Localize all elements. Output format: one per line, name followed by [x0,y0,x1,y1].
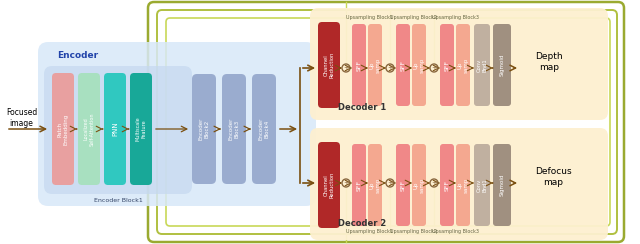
Text: Up
samp: Up samp [413,57,424,73]
Text: Depth
map: Depth map [535,52,563,72]
Text: Up
samp: Up samp [370,57,380,73]
Text: PNN: PNN [112,122,118,136]
FancyBboxPatch shape [104,73,126,185]
Text: SFF: SFF [445,179,449,191]
FancyBboxPatch shape [368,24,382,106]
Text: Up
samp: Up samp [370,177,380,193]
Text: Multiscale
Feature: Multiscale Feature [136,117,147,141]
Text: Decoder 1: Decoder 1 [338,103,387,112]
Text: SFF: SFF [356,179,362,191]
Text: Focused
image: Focused image [6,108,37,128]
Text: Patch
Embedding: Patch Embedding [58,113,68,145]
Text: Encoder Block1: Encoder Block1 [93,197,142,203]
FancyBboxPatch shape [396,24,410,106]
FancyBboxPatch shape [396,144,410,226]
Text: Encoder: Encoder [58,51,99,61]
FancyBboxPatch shape [440,144,454,226]
Text: SFF: SFF [401,60,406,71]
Text: Defocus
map: Defocus map [535,167,572,187]
Text: Sigmoid: Sigmoid [499,54,504,76]
Text: Encoder
Block2: Encoder Block2 [198,118,209,140]
FancyBboxPatch shape [318,22,340,108]
Text: Up
samp: Up samp [458,57,468,73]
Text: Upsampling Block1: Upsampling Block1 [346,230,394,234]
Text: +: + [387,180,393,186]
FancyBboxPatch shape [474,144,490,226]
Text: Encoder
Block4: Encoder Block4 [259,118,269,140]
FancyBboxPatch shape [222,74,246,184]
Text: SFF: SFF [445,60,449,71]
Text: Localized
Self-Attention: Localized Self-Attention [84,112,95,146]
FancyBboxPatch shape [368,144,382,226]
FancyBboxPatch shape [352,24,366,106]
FancyBboxPatch shape [456,24,470,106]
FancyBboxPatch shape [352,144,366,226]
Text: Conv
Bnd1: Conv Bnd1 [477,58,488,72]
Text: SFF: SFF [401,179,406,191]
Text: +: + [343,180,349,186]
FancyBboxPatch shape [412,24,426,106]
FancyBboxPatch shape [130,73,152,185]
FancyBboxPatch shape [192,74,216,184]
FancyBboxPatch shape [252,74,276,184]
Text: Upsampling Block3: Upsampling Block3 [433,230,479,234]
Text: Upsampling Block3: Upsampling Block3 [433,14,479,20]
Text: Upsampling Block2: Upsampling Block2 [390,230,436,234]
FancyBboxPatch shape [493,24,511,106]
Text: +: + [343,65,349,71]
Text: Upsampling Block1: Upsampling Block1 [346,14,394,20]
Text: Decoder 2: Decoder 2 [338,220,387,228]
FancyBboxPatch shape [318,142,340,228]
FancyBboxPatch shape [474,24,490,106]
Text: Channel
Reduction: Channel Reduction [324,172,334,198]
Text: +: + [431,65,437,71]
Text: +: + [387,65,393,71]
Text: Conv
Bnd1: Conv Bnd1 [477,178,488,192]
FancyBboxPatch shape [456,144,470,226]
FancyBboxPatch shape [52,73,74,185]
Text: Upsampling Block2: Upsampling Block2 [390,14,436,20]
FancyBboxPatch shape [310,8,608,120]
FancyBboxPatch shape [412,144,426,226]
Text: Sigmoid: Sigmoid [499,174,504,196]
Text: Up
samp: Up samp [458,177,468,193]
Text: +: + [431,180,437,186]
Text: Up
samp: Up samp [413,177,424,193]
Text: Channel
Reduction: Channel Reduction [324,52,334,78]
FancyBboxPatch shape [44,66,192,194]
FancyBboxPatch shape [493,144,511,226]
FancyBboxPatch shape [78,73,100,185]
FancyBboxPatch shape [38,42,316,206]
Text: SFF: SFF [356,60,362,71]
Text: Encoder
Block3: Encoder Block3 [228,118,239,140]
FancyBboxPatch shape [440,24,454,106]
FancyBboxPatch shape [310,128,608,240]
